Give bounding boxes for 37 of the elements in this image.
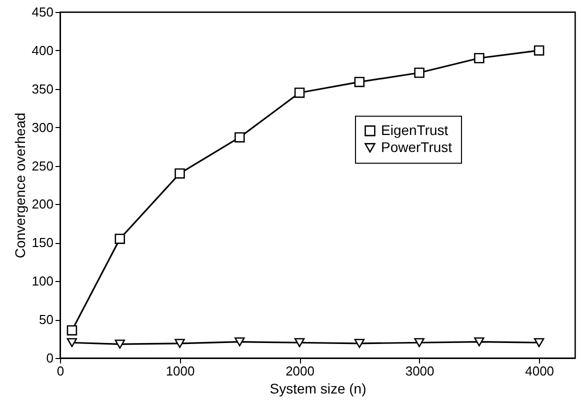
point bbox=[474, 337, 484, 346]
x-tick-label: 2000 bbox=[286, 364, 314, 378]
y-tick-label: 150 bbox=[32, 235, 54, 250]
point bbox=[354, 338, 365, 348]
y-tick-label: 400 bbox=[32, 42, 54, 58]
y-tick-label: 450 bbox=[32, 4, 54, 20]
point bbox=[474, 53, 484, 64]
y-tick-label: 50 bbox=[39, 312, 54, 328]
point bbox=[414, 338, 424, 348]
point bbox=[534, 45, 544, 56]
point bbox=[66, 325, 78, 336]
point bbox=[294, 338, 305, 348]
x-tick-label: 0 bbox=[56, 364, 64, 378]
point bbox=[114, 234, 126, 244]
y-axis-title: Convergence overhead bbox=[12, 112, 28, 258]
point bbox=[354, 76, 365, 88]
point bbox=[234, 337, 245, 346]
point bbox=[66, 338, 78, 348]
y-tick-label: 300 bbox=[32, 120, 54, 135]
x-tick-label: 3000 bbox=[405, 364, 434, 378]
x-tick-label: 1000 bbox=[166, 364, 195, 378]
y-tick-label: 250 bbox=[32, 158, 54, 174]
y-tick-label: 200 bbox=[32, 196, 54, 212]
point bbox=[414, 68, 424, 78]
point bbox=[114, 340, 126, 349]
x-axis-title: System size (n) bbox=[270, 380, 366, 396]
legend-label: PowerTrust bbox=[381, 138, 452, 155]
point bbox=[174, 168, 185, 179]
point bbox=[174, 338, 185, 348]
x-tick-label: 4000 bbox=[525, 364, 554, 378]
point bbox=[534, 338, 544, 348]
point bbox=[234, 132, 245, 142]
y-tick-label: 100 bbox=[32, 274, 54, 289]
y-tick-label: 350 bbox=[32, 81, 54, 96]
y-tick-label: 0 bbox=[46, 350, 54, 366]
point bbox=[294, 88, 305, 98]
legend-label: EigenTrust bbox=[381, 122, 448, 138]
